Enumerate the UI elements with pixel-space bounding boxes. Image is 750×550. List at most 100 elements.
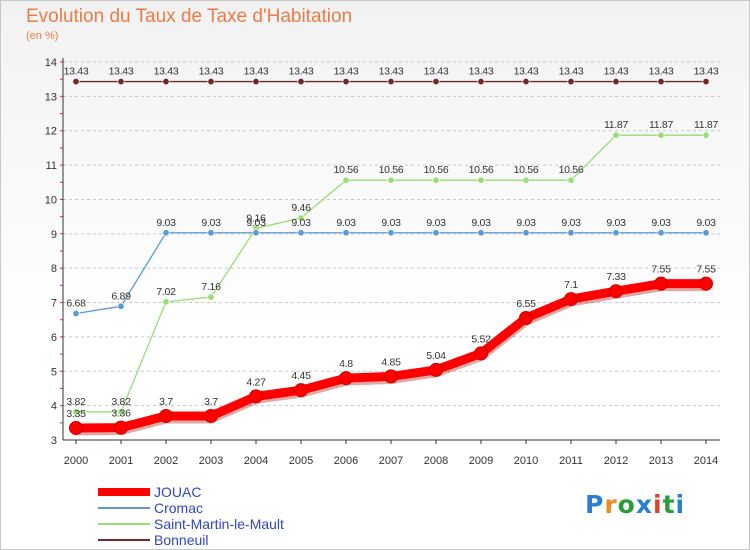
data-point-bonneuil [702,78,710,86]
data-label-jouac: 4.45 [291,370,311,382]
data-point-bonneuil [432,78,440,86]
x-tick-label: 2002 [154,455,178,467]
y-tick-label: 5 [51,366,57,378]
data-label-jouac: 7.1 [564,279,578,291]
data-point-bonneuil [477,78,485,86]
data-label-jouac: 7.55 [696,264,716,276]
y-tick-label: 9 [51,229,57,241]
x-tick-label: 2004 [244,455,268,467]
x-tick-label: 2010 [514,455,538,467]
data-point-bonneuil [297,78,305,86]
data-point-saint-martin-le-mault [297,214,305,222]
data-point-saint-martin-le-mault [702,131,710,139]
data-point-jouac [564,292,578,307]
axes: 3 4 5 6 7 8 9 10 11 12 13 14 2000 2001 2002 2003 2004 200… [45,57,720,467]
data-point-cromac [567,229,575,237]
logo-letter: r [604,490,618,519]
data-label-saint-martin-le-mault: 3.82 [66,396,86,408]
data-label-bonneuil: 13.43 [514,66,539,78]
logo-letter: x [635,490,653,519]
data-point-jouac [429,362,443,377]
data-label-bonneuil: 13.43 [244,66,269,78]
data-label-saint-martin-le-mault: 9.46 [291,202,311,214]
y-tick-label: 3 [51,435,57,447]
y-tick-label: 8 [51,263,57,275]
data-point-saint-martin-le-mault [117,408,125,416]
data-point-cromac [702,229,710,237]
legend-swatch-bonneuil [98,539,150,541]
data-label-jouac: 6.55 [516,298,536,310]
proxiti-logo: Proxiti [585,490,685,519]
x-tick-label: 2001 [109,455,133,467]
y-tick-label: 14 [45,57,57,69]
data-label-saint-martin-le-mault: 10.56 [469,164,494,176]
data-point-bonneuil [522,78,530,86]
data-label-jouac: 3.7 [204,396,218,408]
x-tick-label: 2008 [424,455,448,467]
data-label-jouac: 7.55 [651,264,671,276]
data-point-cromac [342,229,350,237]
x-tick-label: 2006 [334,455,358,467]
data-point-cromac [297,229,305,237]
data-point-cromac [252,229,260,237]
data-point-jouac [339,371,353,386]
series-layer [69,78,713,436]
data-label-saint-martin-le-mault: 10.56 [424,164,449,176]
data-point-saint-martin-le-mault [387,176,395,184]
data-label-jouac: 4.85 [381,356,401,368]
x-tick-label: 2005 [289,455,313,467]
data-label-cromac: 9.03 [156,217,176,229]
data-point-saint-martin-le-mault [657,131,665,139]
data-point-bonneuil [72,78,80,86]
data-label-bonneuil: 13.43 [199,66,224,78]
data-point-jouac [474,346,488,361]
data-point-saint-martin-le-mault [477,176,485,184]
y-tick-label: 10 [45,194,57,206]
x-tick-label: 2003 [199,455,223,467]
x-tick-label: 2007 [379,455,403,467]
legend-swatch-jouac [98,488,150,496]
data-point-cromac [612,229,620,237]
x-tick-label: 2014 [694,455,718,467]
data-point-cromac [117,302,125,310]
grid-lines [63,61,720,441]
y-tick-label: 7 [51,298,57,310]
data-point-cromac [162,229,170,237]
data-label-cromac: 9.03 [606,217,626,229]
legend-label: JOUAC [154,484,202,500]
data-point-saint-martin-le-mault [567,176,575,184]
data-label-jouac: 3.36 [111,408,131,420]
data-point-saint-martin-le-mault [432,176,440,184]
logo-letter: P [585,490,605,519]
data-label-bonneuil: 13.43 [649,66,674,78]
data-point-cromac [522,229,530,237]
data-label-cromac: 9.03 [291,217,311,229]
y-tick-label: 11 [46,160,57,172]
data-label-saint-martin-le-mault: 3.82 [111,396,131,408]
y-tick-label: 13 [45,91,57,103]
data-label-bonneuil: 13.43 [289,66,314,78]
data-point-jouac [609,284,623,299]
y-tick-label: 4 [51,401,57,413]
data-point-cromac [387,229,395,237]
data-point-saint-martin-le-mault [612,131,620,139]
data-point-jouac [159,408,173,423]
data-label-saint-martin-le-mault: 7.16 [201,281,221,293]
legend-label: Bonneuil [154,532,209,548]
data-label-saint-martin-le-mault: 10.56 [559,164,584,176]
data-labels-layer: 13.43 13.43 13.43 13.43 13.43 13.43 13.43 13.43… [64,66,720,420]
legend-swatch-cromac [98,507,150,509]
data-point-jouac [249,389,263,404]
data-label-bonneuil: 13.43 [64,66,89,78]
data-label-cromac: 9.03 [426,217,446,229]
data-point-bonneuil [117,78,125,86]
data-label-bonneuil: 13.43 [604,66,629,78]
data-point-bonneuil [612,78,620,86]
data-point-bonneuil [252,78,260,86]
data-label-cromac: 9.03 [561,217,581,229]
x-tick-label: 2009 [469,455,493,467]
data-label-saint-martin-le-mault: 10.56 [379,164,404,176]
data-label-saint-martin-le-mault: 11.87 [649,119,673,131]
